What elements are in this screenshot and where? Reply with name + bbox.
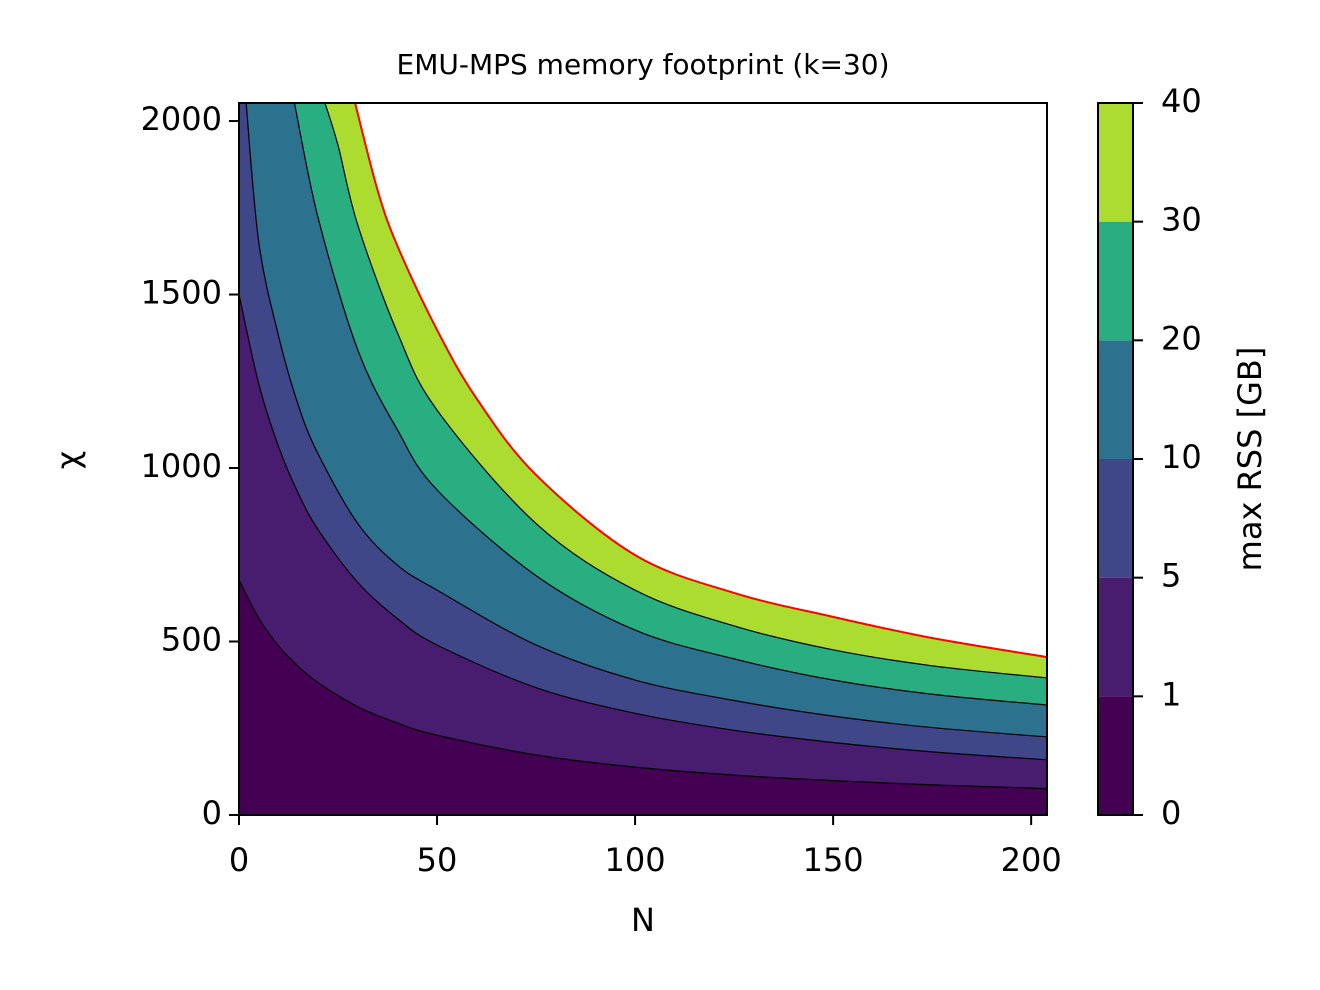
x-axis-label: N: [631, 901, 655, 939]
y-axis-label: χ: [49, 451, 87, 469]
contour-line: [245, 103, 1047, 738]
colorbar-tick-label: 5: [1161, 557, 1181, 595]
x-tick-label: 0: [229, 841, 249, 879]
colorbar-tick-label: 20: [1161, 319, 1202, 357]
y-tick-label: 1000: [141, 447, 222, 485]
colorbar-band: [1098, 459, 1133, 578]
contour-line: [239, 294, 1047, 761]
colorbar-band: [1098, 221, 1133, 341]
contour-line: [354, 103, 1047, 659]
contour-lines: [239, 103, 1047, 790]
contour-fill: [239, 103, 1047, 815]
y-tick-label: 0: [202, 794, 222, 832]
colorbar-label: max RSS [GB]: [1231, 347, 1269, 572]
colorbar-band: [1098, 577, 1133, 697]
x-tick-label: 200: [1001, 841, 1062, 879]
colorbar-band: [1098, 103, 1133, 222]
x-tick-label: 150: [803, 841, 864, 879]
colorbar-tick-label: 40: [1161, 82, 1202, 120]
y-tick-label: 1500: [141, 274, 222, 312]
y-tick-label: 2000: [141, 100, 222, 138]
colorbar-band: [1098, 340, 1133, 459]
contour-line: [239, 579, 1047, 790]
colorbar-band: [1098, 696, 1133, 815]
x-tick-label: 50: [417, 841, 458, 879]
y-tick-label: 500: [161, 621, 222, 659]
chart-title: EMU-MPS memory footprint (k=30): [397, 48, 890, 81]
plot-frame: [238, 102, 1048, 816]
contour-fill: [239, 103, 1047, 815]
contour-fills: [239, 103, 1047, 815]
contour-line: [293, 103, 1047, 706]
colorbar-tick-label: 30: [1161, 201, 1202, 239]
colorbar-tick-label: 10: [1161, 438, 1202, 476]
x-tick-label: 100: [605, 841, 666, 879]
contour-line: [324, 103, 1047, 679]
colorbar-tick-label: 0: [1161, 794, 1181, 832]
colorbar-tick-label: 1: [1161, 675, 1181, 713]
